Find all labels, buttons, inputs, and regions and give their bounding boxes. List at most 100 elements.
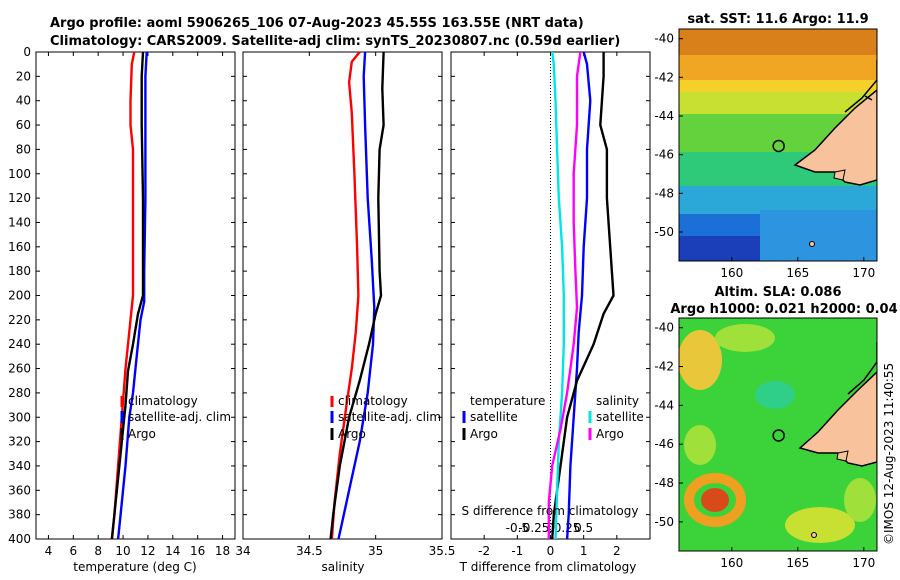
map-y-tick-label: -46 <box>654 148 674 162</box>
sla-high-patch <box>701 488 729 512</box>
sst-coastline <box>844 60 877 113</box>
y-tick-label: 360 <box>8 483 31 497</box>
salinity-axes <box>242 51 443 540</box>
y-tick-label: 180 <box>8 264 31 278</box>
imos-watermark: ©IMOS 12-Aug-2023 11:40:55 <box>882 363 896 545</box>
salinity-xlabel: salinity <box>321 560 364 574</box>
temperature-xlabel: temperature (deg C) <box>73 560 196 574</box>
x-tick-label: 0 <box>547 544 555 558</box>
x2-tick-label: 0.5 <box>574 521 593 535</box>
x-tick-label: -1 <box>511 544 523 558</box>
series-line-s-argo <box>547 51 582 539</box>
temperature-plot: 0 20 40 60 80 100 120 140 160 180 200 220 240 260 280 3… <box>8 45 235 558</box>
map-y-tick-label: -42 <box>654 70 674 84</box>
sla-land-stewart-island <box>836 450 849 462</box>
x-tick-label: -2 <box>478 544 490 558</box>
x-tick-label: 34.5 <box>296 544 323 558</box>
x-tick-label: 2 <box>613 544 621 558</box>
series-line-climatology <box>110 51 136 540</box>
x2-tick-label: -0.25 <box>518 521 549 535</box>
sla-map-title-line2: Argo h1000: 0.021 h2000: 0.04 <box>670 302 897 317</box>
x-tick-label: 35.5 <box>429 544 456 558</box>
sst-map-title: sat. SST: 11.6 Argo: 11.9 <box>687 12 868 27</box>
x-tick-label: 18 <box>215 544 230 558</box>
series-line-t-satellite <box>565 51 592 540</box>
y-tick-label: 60 <box>16 118 31 132</box>
sla-map-field <box>679 318 877 551</box>
legend-title-salinity: salinity <box>596 394 639 408</box>
map-x-tick-label: 160 <box>720 556 743 570</box>
series-line-argo <box>110 51 145 540</box>
series-line-satellite-adj-clim <box>116 51 148 540</box>
y-tick-label: 160 <box>8 240 31 254</box>
sst-map-field <box>679 29 877 261</box>
sla-patch <box>755 381 795 409</box>
legend-label-t-argo: Argo <box>470 427 498 441</box>
x-tick-label: 6 <box>69 544 77 558</box>
map-y-tick-label: -44 <box>654 109 674 123</box>
difference-xlabel: T difference from climatology <box>459 560 637 574</box>
sla-map-title-line1: Altim. SLA: 0.086 <box>715 285 842 300</box>
sst-land-southland <box>793 89 877 186</box>
difference-legend: temperature satellite Argo salinity sate… <box>462 394 644 441</box>
map-x-tick-label: 165 <box>786 556 809 570</box>
map-y-tick-label: -44 <box>654 398 674 412</box>
sla-patch <box>684 425 716 465</box>
x-tick-label: 34 <box>235 544 250 558</box>
legend-label-argo: Argo <box>128 427 156 441</box>
map-y-tick-label: -40 <box>654 32 674 46</box>
figure-title-line2: Climatology: CARS2009. Satellite-adj cli… <box>50 34 620 49</box>
sla-land-auckland-islands <box>811 532 817 538</box>
x-tick-label: 14 <box>165 544 180 558</box>
map-y-tick-label: -50 <box>654 515 674 529</box>
temperature-axes <box>35 51 236 540</box>
map-x-tick-label: 170 <box>852 556 875 570</box>
y-tick-label: 280 <box>8 386 31 400</box>
map-x-tick-label: 165 <box>786 266 809 280</box>
sla-patch <box>844 478 876 522</box>
legend-label-s-argo: Argo <box>596 427 624 441</box>
sst-band <box>679 92 877 116</box>
map-y-tick-label: -48 <box>654 476 674 490</box>
map-x-tick-label: 170 <box>852 266 875 280</box>
legend-label-argo: Argo <box>338 427 366 441</box>
map-y-tick-label: -50 <box>654 225 674 239</box>
sst-warm-band <box>679 55 877 83</box>
sla-map-frame <box>678 317 878 552</box>
y-tick-label: 40 <box>16 94 31 108</box>
sst-map-axes: 160 165 170 -40 -42 -44 -46 -48 -50 <box>654 32 875 280</box>
sst-land-auckland-islands <box>809 241 815 247</box>
y-tick-label: 380 <box>8 508 31 522</box>
legend-label-satellite-adj: satellite-adj. clim <box>338 410 441 424</box>
sla-patch <box>715 324 775 352</box>
y-tick-label: 320 <box>8 435 31 449</box>
x-tick-label: 16 <box>190 544 205 558</box>
series-line-satellite-adj-clim <box>337 51 376 540</box>
sla-coastline <box>847 342 877 395</box>
y-tick-label: 120 <box>8 191 31 205</box>
series-line-s-satellite <box>551 51 565 540</box>
y-tick-label: 100 <box>8 167 31 181</box>
sst-land-stewart-island <box>833 169 846 181</box>
y-tick-label: 200 <box>8 289 31 303</box>
y-tick-label: 20 <box>16 69 31 83</box>
map-y-tick-label: -42 <box>654 360 674 374</box>
x-tick-label: 10 <box>115 544 130 558</box>
y-tick-label: 80 <box>16 142 31 156</box>
x2-tick-label: 0 <box>547 521 555 535</box>
series-line-t-argo <box>551 52 615 540</box>
x-tick-label: 8 <box>94 544 102 558</box>
y-tick-label: 0 <box>23 45 31 59</box>
sla-land-southland <box>798 370 877 467</box>
legend-label-t-satellite: satellite <box>470 410 518 424</box>
sla-patch <box>785 507 855 543</box>
sla-high-ring <box>684 473 746 527</box>
legend-label-s-satellite: satellite <box>596 410 644 424</box>
map-x-tick-label: 160 <box>720 266 743 280</box>
y-tick-label: 400 <box>8 532 31 546</box>
x2-tick-label: -0.5 <box>506 521 529 535</box>
figure-title-line1: Argo profile: aoml 5906265_106 07-Aug-20… <box>50 16 584 31</box>
map-y-tick-label: -46 <box>654 437 674 451</box>
sst-map-frame <box>678 28 878 262</box>
